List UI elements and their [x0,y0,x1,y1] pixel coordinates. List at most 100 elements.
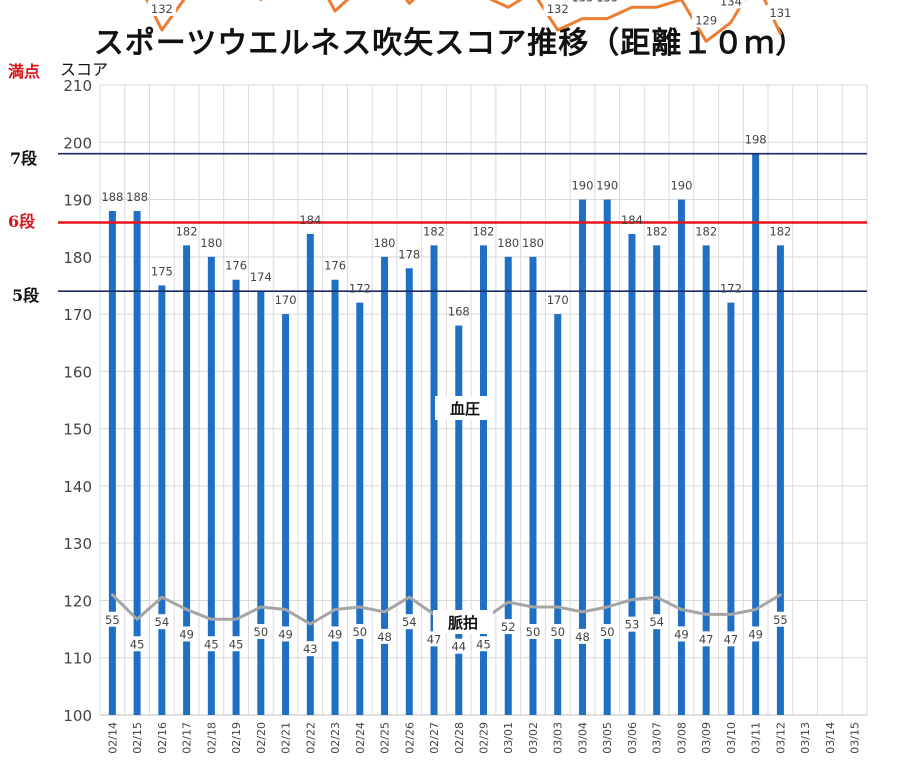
score-bar [331,279,339,715]
pulse-label-bg [769,611,791,627]
score-bar [405,268,413,715]
pulse-label-bg [423,631,445,647]
pulse-label: 45 [130,637,145,651]
blood-pressure-label-bg [716,0,746,9]
score-label: 182 [423,224,445,238]
pulse-label-bg [547,624,569,639]
blood-pressure-label-bg [766,4,795,20]
pulse-label-bg [720,631,742,647]
pulse-label-bg [324,626,346,642]
score-label: 170 [547,293,569,307]
score-label: 198 [745,133,767,147]
pulse-label: 53 [625,618,640,632]
pulse-label-bg [250,624,272,639]
pulse-label: 45 [204,637,219,651]
pulse-label-bg [695,631,717,647]
x-tick-label: 03/05 [601,722,614,754]
score-bar [628,233,636,715]
x-tick-label: 03/06 [626,722,639,754]
score-label: 174 [250,270,272,284]
blood-pressure-label-bg [592,0,622,5]
x-tick-label: 03/12 [774,722,787,754]
score-label: 182 [646,224,668,238]
blood-pressure-label-bg [147,0,177,16]
score-label: 184 [621,213,643,227]
x-tick-label: 03/04 [576,722,589,754]
x-tick-label: 02/28 [453,722,466,754]
pulse-label-bg [225,636,247,652]
x-tick-label: 02/20 [255,722,268,754]
pulse-label-bg [646,614,668,630]
score-label: 188 [101,190,123,204]
score-bar [504,256,512,715]
score-bar [282,314,290,715]
pulse-label-bg [275,626,297,642]
score-label: 168 [448,305,470,319]
score-bar [554,314,562,715]
x-tick-label: 03/03 [552,722,565,754]
score-bar [578,199,586,715]
score-bar [356,302,364,715]
score-bar [381,256,389,715]
x-tick-label: 02/27 [428,722,441,754]
pulse-label: 50 [254,625,269,639]
blood-pressure-label-bg [543,0,572,16]
x-tick-label: 02/17 [181,722,194,754]
score-label: 176 [225,259,247,273]
x-tick-label: 03/10 [725,722,738,754]
blood-pressure-label-bg [568,0,597,5]
pulse-label: 49 [278,627,293,641]
pulse-label-bg [176,626,198,642]
blood-pressure-label-bg [691,12,721,28]
pulse-label: 54 [402,615,417,629]
pulse-label: 47 [724,632,739,646]
pulse-label: 54 [649,615,664,629]
y-tick-label: 120 [63,592,92,610]
pulse-label: 50 [550,625,565,639]
pulse-label: 44 [451,640,466,654]
blood-pressure-line [145,0,782,43]
bar-layer [108,153,784,715]
pulse-label: 48 [377,630,392,644]
score-label: 180 [522,236,544,250]
score-label: 180 [497,236,519,250]
score-label: 170 [275,293,297,307]
pulse-label-bg [448,638,470,654]
pulse-label: 55 [773,613,788,627]
pulse-series-label-bg [433,610,493,634]
x-tick-label: 02/29 [478,722,491,754]
score-bar [306,233,314,715]
rank-6-label: 6段 [8,212,36,231]
pulse-label: 54 [155,615,170,629]
score-bar [158,285,166,715]
blood-pressure-label: 131 [769,6,791,20]
score-bar [430,245,438,715]
score-bar [133,211,141,715]
x-tick-label: 02/23 [329,722,342,754]
pulse-label: 47 [699,632,714,646]
x-tick-label: 02/25 [379,722,392,754]
pulse-label-bg [200,636,222,652]
x-tick-label: 02/24 [354,722,367,754]
x-tick-label: 03/11 [750,722,763,754]
pulse-label-bg [473,636,494,652]
score-label: 172 [720,282,742,296]
score-bar [727,302,735,715]
score-label: 180 [374,236,396,250]
x-tick-label: 03/08 [675,722,688,754]
score-bar [257,291,265,715]
y-tick-label: 140 [63,478,92,496]
score-label: 176 [324,259,346,273]
x-tick-label: 02/18 [205,722,218,754]
pulse-label: 49 [328,627,343,641]
pulse-label: 45 [476,637,491,651]
score-label: 182 [176,224,198,238]
blood-pressure-label: 134 [720,0,742,8]
pulse-label: 52 [501,620,516,634]
blood-pressure-label: 129 [695,13,717,27]
y-axis: 100 110 120 130 140 150 160 170 180 190 200 210 [63,77,92,725]
x-tick-label: 03/09 [700,722,713,754]
x-tick-label: 02/19 [230,722,243,754]
blood-pressure-label: 135 [571,0,593,5]
score-label: 178 [398,247,420,261]
